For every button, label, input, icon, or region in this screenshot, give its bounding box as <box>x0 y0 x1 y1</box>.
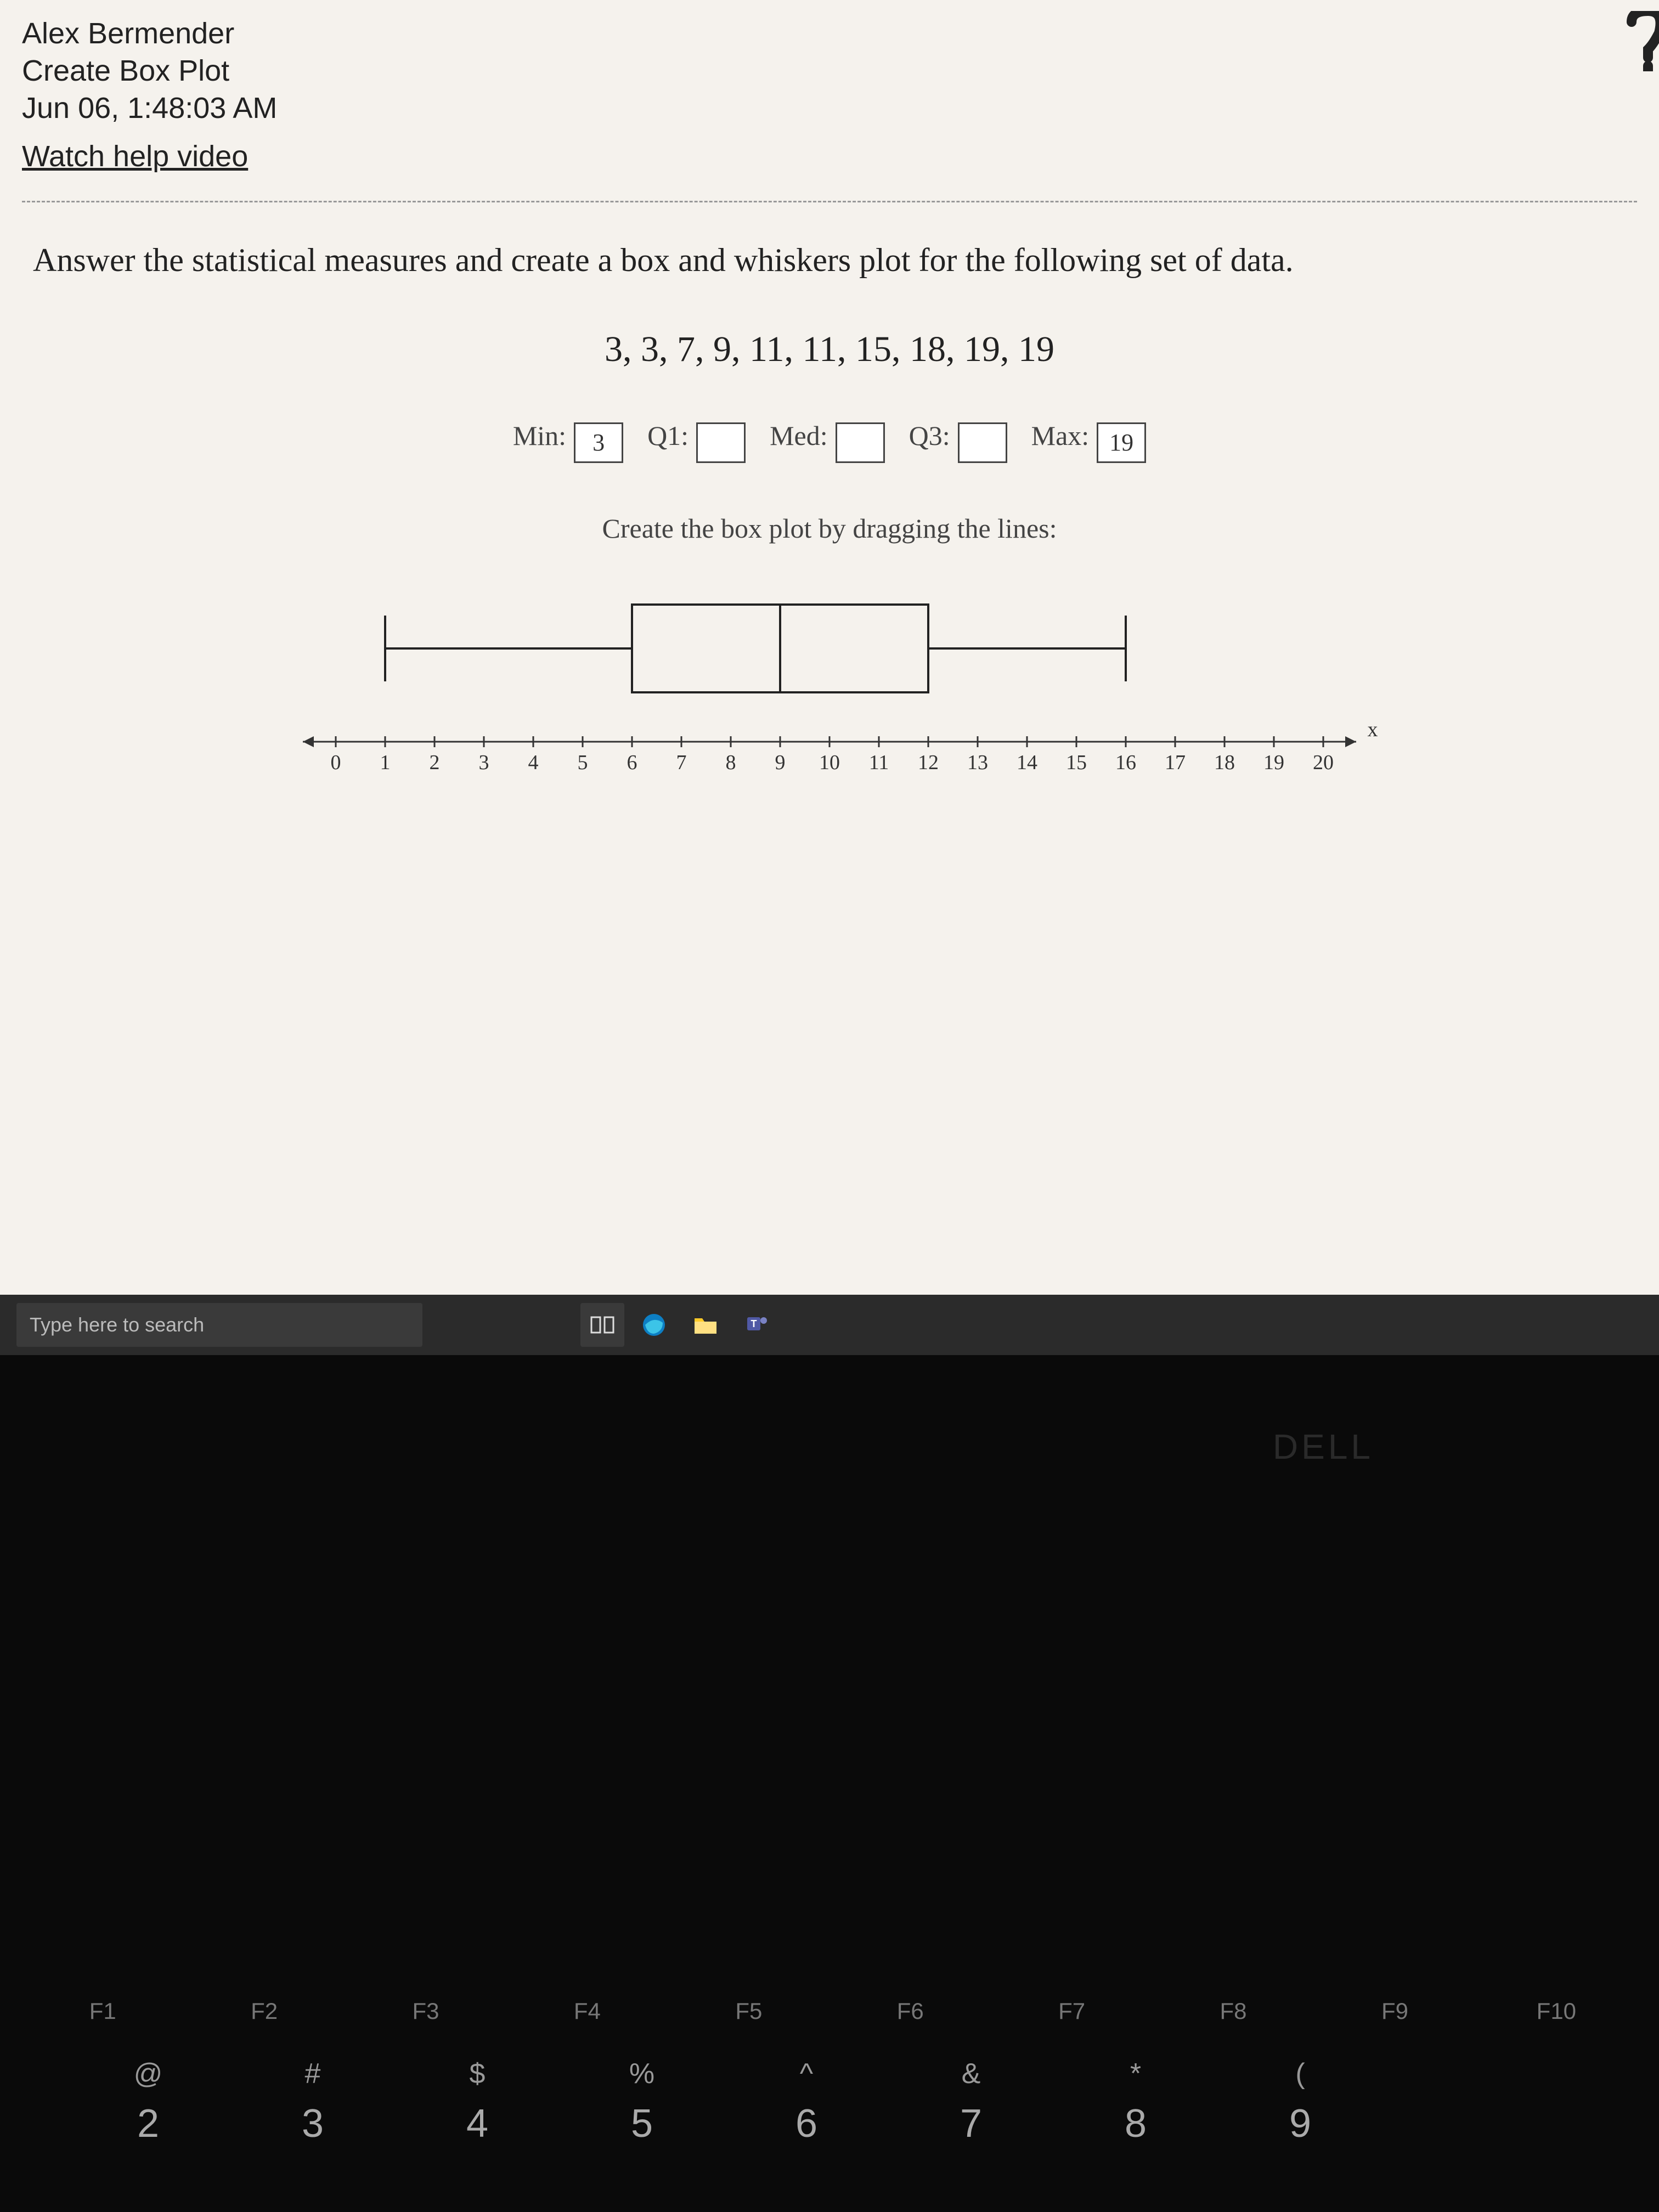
key-7: &7 <box>900 2057 1042 2146</box>
svg-text:0: 0 <box>331 751 341 774</box>
svg-text:2: 2 <box>430 751 440 774</box>
med-label: Med: <box>770 420 828 451</box>
timestamp: Jun 06, 1:48:03 AM <box>22 91 1637 125</box>
key-f7: F7 <box>1002 1998 1141 2024</box>
svg-text:T: T <box>751 1318 757 1329</box>
windows-taskbar: Type here to search T <box>0 1295 1659 1355</box>
file-explorer-icon[interactable] <box>684 1303 727 1347</box>
q3-label: Q3: <box>909 420 950 451</box>
min-input[interactable]: 3 <box>574 422 623 463</box>
boxplot-instruction: Create the box plot by dragging the line… <box>22 512 1637 544</box>
student-name: Alex Bermender <box>22 16 1637 50</box>
q1-label: Q1: <box>647 420 689 451</box>
max-label: Max: <box>1031 420 1090 451</box>
key-f6: F6 <box>840 1998 980 2024</box>
key-2: @2 <box>77 2057 219 2146</box>
dell-logo: DELL <box>1273 1426 1374 1467</box>
question-prompt: Answer the statistical measures and crea… <box>33 235 1626 285</box>
max-input[interactable]: 19 <box>1097 422 1146 463</box>
task-view-icon[interactable] <box>580 1303 624 1347</box>
svg-text:8: 8 <box>726 751 736 774</box>
svg-text:12: 12 <box>918 751 939 774</box>
key-5: %5 <box>571 2057 713 2146</box>
boxplot-svg[interactable]: 01234567891011121314151617181920x <box>281 566 1378 786</box>
svg-text:14: 14 <box>1017 751 1037 774</box>
laptop-body: DELL F1 F2 F3 F4 F5 F6 F7 F8 F9 F10 @2#3$4%5^6&7*… <box>0 1355 1659 2212</box>
key-f3: F3 <box>356 1998 495 2024</box>
key-f1: F1 <box>33 1998 172 2024</box>
key-3: #3 <box>241 2057 384 2146</box>
svg-text:x: x <box>1368 718 1378 741</box>
screen-content: Alex Bermender Create Box Plot Jun 06, 1… <box>0 0 1659 1355</box>
q1-input[interactable] <box>696 422 746 463</box>
min-label: Min: <box>513 420 566 451</box>
svg-text:18: 18 <box>1214 751 1235 774</box>
svg-text:3: 3 <box>479 751 489 774</box>
med-input[interactable] <box>836 422 885 463</box>
keyboard: F1 F2 F3 F4 F5 F6 F7 F8 F9 F10 @2#3$4%5^6&7*8(9 <box>0 1998 1659 2212</box>
edge-browser-icon[interactable] <box>632 1303 676 1347</box>
key-f9: F9 <box>1325 1998 1464 2024</box>
svg-text:9: 9 <box>775 751 786 774</box>
key-f2: F2 <box>194 1998 334 2024</box>
svg-text:16: 16 <box>1115 751 1136 774</box>
svg-text:17: 17 <box>1165 751 1186 774</box>
fn-key-row: F1 F2 F3 F4 F5 F6 F7 F8 F9 F10 <box>33 1998 1626 2024</box>
svg-text:4: 4 <box>528 751 539 774</box>
svg-text:6: 6 <box>627 751 637 774</box>
svg-text:20: 20 <box>1313 751 1334 774</box>
svg-text:13: 13 <box>967 751 988 774</box>
key-f5: F5 <box>679 1998 819 2024</box>
help-icon[interactable] <box>1621 11 1659 71</box>
key-f8: F8 <box>1164 1998 1303 2024</box>
key-8: *8 <box>1064 2057 1207 2146</box>
key-6: ^6 <box>735 2057 878 2146</box>
svg-text:5: 5 <box>578 751 588 774</box>
key-4: $4 <box>406 2057 549 2146</box>
watch-help-video-link[interactable]: Watch help video <box>22 139 248 173</box>
boxplot-widget[interactable]: 01234567891011121314151617181920x <box>281 566 1378 786</box>
data-values: 3, 3, 7, 9, 11, 11, 15, 18, 19, 19 <box>22 329 1637 370</box>
key-f4: F4 <box>517 1998 657 2024</box>
section-divider <box>22 201 1637 202</box>
svg-text:15: 15 <box>1066 751 1087 774</box>
number-key-row: @2#3$4%5^6&7*8(9 <box>77 2057 1626 2146</box>
key-f10: F10 <box>1487 1998 1626 2024</box>
teams-icon[interactable]: T <box>735 1303 779 1347</box>
svg-text:19: 19 <box>1263 751 1284 774</box>
svg-text:7: 7 <box>676 751 687 774</box>
svg-text:1: 1 <box>380 751 391 774</box>
statistics-inputs: Min: 3 Q1: Med: Q3: Max: 19 <box>22 420 1637 463</box>
q3-input[interactable] <box>958 422 1007 463</box>
svg-text:10: 10 <box>819 751 840 774</box>
key-9: (9 <box>1229 2057 1372 2146</box>
taskbar-search-input[interactable]: Type here to search <box>16 1303 422 1347</box>
assignment-title: Create Box Plot <box>22 54 1637 88</box>
svg-text:11: 11 <box>869 751 889 774</box>
